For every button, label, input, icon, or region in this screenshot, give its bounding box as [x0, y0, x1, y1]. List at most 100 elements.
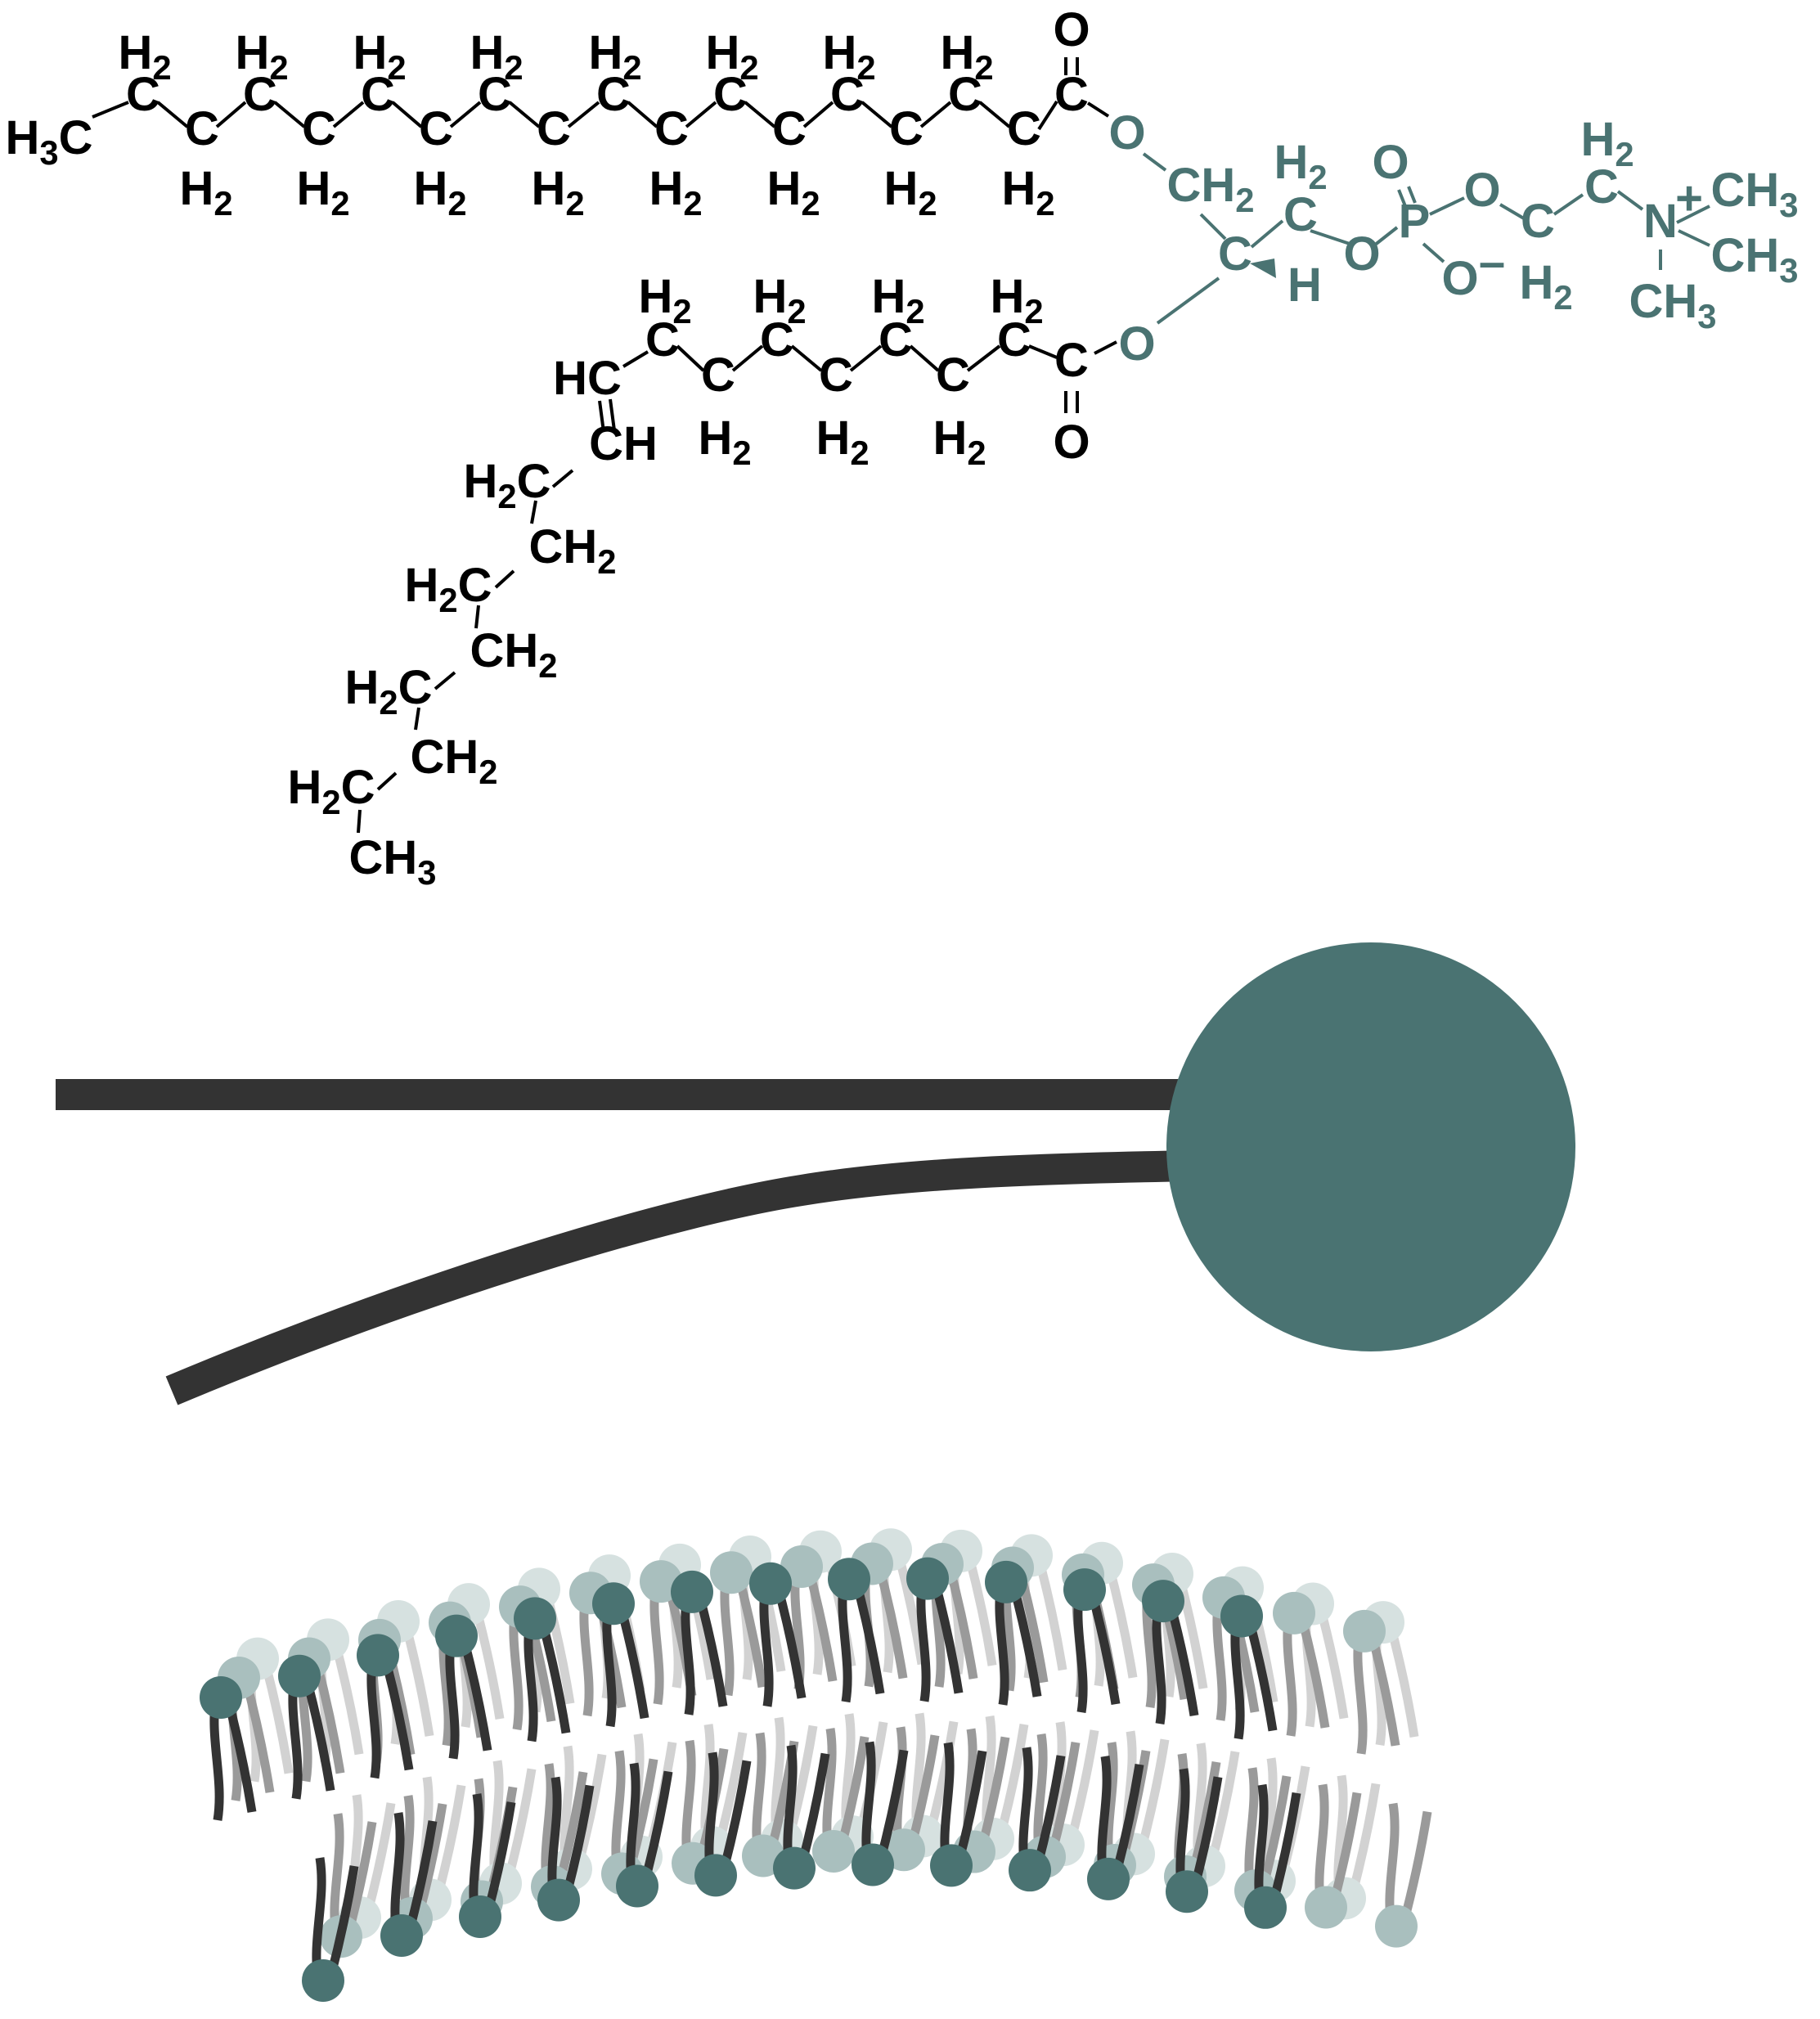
lipid-head [616, 1864, 658, 1908]
lipid-head [906, 1557, 949, 1600]
c-c-bond [494, 569, 515, 589]
bilayer-lipid [1305, 1783, 1362, 1929]
bilayer-lipid [1220, 1594, 1278, 1740]
h2-label: H2 [1274, 136, 1327, 196]
h2c-label: H2C [463, 455, 550, 515]
c-c-bond [391, 101, 423, 128]
lipid-head [1087, 1857, 1130, 1900]
n-c-bond [1678, 229, 1710, 247]
bilayer-lipid [985, 1560, 1042, 1706]
carbon-label: C [537, 102, 571, 155]
lipid-head [749, 1562, 792, 1605]
h2-label: H2 [413, 162, 466, 223]
c-c-bond [1028, 344, 1058, 359]
c-c-bond [376, 771, 398, 791]
lipid-head [435, 1614, 478, 1657]
c-c-bond [273, 101, 306, 128]
h2c-label: H2C [404, 559, 492, 619]
h2-label: H2 [816, 411, 869, 472]
p-o-bond [1429, 196, 1465, 216]
c-c-bond [1199, 213, 1227, 241]
carbon-label: C [819, 348, 853, 402]
lipid-head [671, 1570, 713, 1613]
lipid-head [1343, 1609, 1386, 1653]
lipid-head [1220, 1594, 1263, 1638]
lipid-head [537, 1878, 580, 1922]
h2-label: H2 [638, 270, 691, 331]
double-bond [1407, 186, 1417, 204]
carbon-label: C [596, 68, 631, 121]
h2-label: H2 [118, 26, 171, 87]
c-c-bond [978, 101, 1011, 128]
carbon-label: C [419, 102, 453, 155]
lipid-head [459, 1895, 501, 1938]
bilayer-lipid [828, 1558, 885, 1703]
ch2-label: CH2 [470, 624, 557, 685]
carbonyl-oxygen-label: O [1053, 3, 1090, 56]
bilayer-lipid [592, 1582, 649, 1728]
c-c-bond [744, 101, 776, 128]
c-o-bond [1310, 229, 1350, 245]
carbon-label: C [361, 68, 395, 121]
lipid-head [852, 1843, 894, 1886]
carbon-label: C [302, 102, 336, 155]
bilayer-lipid [1087, 1756, 1144, 1900]
c-c-bond [530, 500, 537, 524]
ch2-label: CH2 [410, 731, 497, 791]
c-c-bond [966, 344, 1001, 372]
c-c-bond [567, 101, 600, 128]
bilayer-lipid [1273, 1591, 1330, 1737]
lipid-head [694, 1854, 737, 1897]
positive-charge-label: + [1675, 172, 1703, 225]
lipid-bilayer-panel [200, 1528, 1432, 2002]
lipid-head [357, 1634, 399, 1677]
c-c-bond [474, 605, 480, 629]
bilayer-lipid [616, 1762, 673, 1908]
carbon-label: C [645, 313, 680, 366]
schematic-lipid-panel [56, 942, 1575, 1405]
lipid-head [380, 1914, 423, 1958]
c-o-bond [1086, 101, 1110, 118]
o-c-bond [1142, 152, 1167, 172]
c-c-bond [92, 101, 129, 119]
bilayer-lipid [1244, 1783, 1301, 1929]
carbon-label: C [701, 348, 735, 402]
h2-label: H2 [649, 162, 702, 223]
c-c-bond [156, 101, 189, 128]
lipid-head [1375, 1904, 1418, 1948]
carbon-label: C [185, 102, 219, 155]
c-c-bond [622, 350, 649, 368]
lipid-head [985, 1560, 1027, 1603]
lipid-head [773, 1846, 816, 1890]
c-c-bond [802, 101, 834, 128]
choline-carbon-label: C [1521, 195, 1555, 248]
carbon-label: C [772, 102, 807, 155]
h2-label: H2 [296, 162, 349, 223]
bilayer-lipid [537, 1776, 595, 1922]
h2-label: H2 [932, 411, 986, 472]
glycerol-carbon-label: C [1283, 188, 1318, 241]
c-c-bond [790, 344, 823, 372]
carbon-label: C [830, 68, 865, 121]
bilayer-lipid [812, 1728, 870, 1873]
lipid-head [278, 1654, 321, 1697]
bilayer-lipid [278, 1654, 335, 1800]
h2-label: H2 [470, 26, 523, 87]
chemical-structure-panel: H3CH2CH2CH2CH2CH2CH2CH2CH2CCH2CH2CH2CH2C… [5, 3, 1798, 892]
lipid-head [592, 1582, 635, 1626]
carbonyl-oxygen-label: O [1053, 416, 1090, 469]
bilayer-lipid [930, 1742, 987, 1887]
ch2-label: CH2 [528, 520, 616, 581]
h2-label: H2 [705, 26, 758, 87]
carbon-label: C [478, 68, 512, 121]
h2-label: H2 [883, 162, 937, 223]
lipid-head [1009, 1849, 1051, 1892]
c-c-bond [1553, 193, 1584, 216]
lipid-head [514, 1597, 556, 1640]
bilayer-lipid [435, 1614, 492, 1760]
phosphate-oxygen-label: O [1463, 164, 1500, 217]
ester-oxygen-label: O [1118, 317, 1155, 371]
carbon-label: C [760, 313, 794, 366]
lipid-head [1273, 1591, 1315, 1635]
